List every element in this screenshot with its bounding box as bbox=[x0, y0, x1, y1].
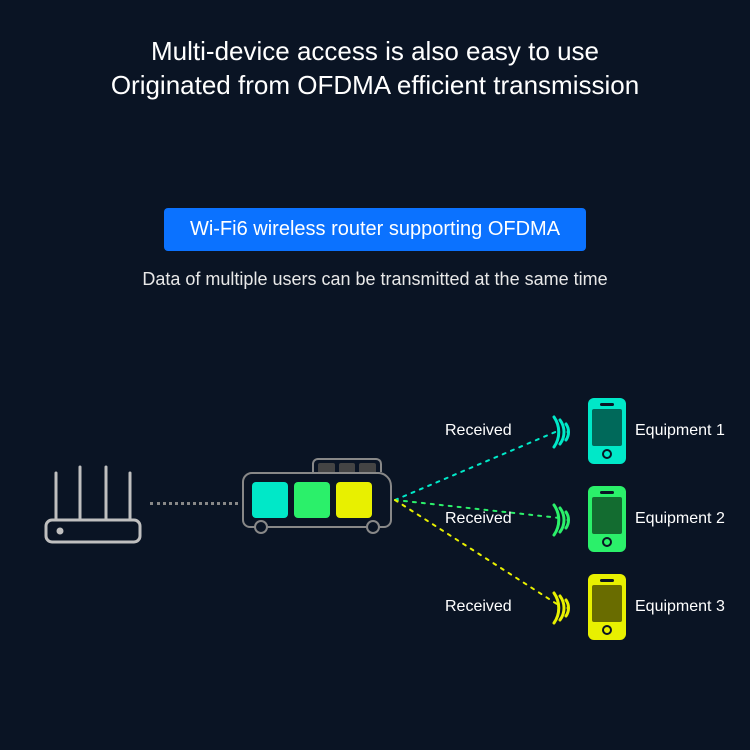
received-label-2: Received bbox=[445, 510, 512, 528]
received-label-1: Received bbox=[445, 422, 512, 440]
wifi-icon-3 bbox=[540, 588, 580, 633]
equipment-label-1: Equipment 1 bbox=[635, 422, 725, 440]
ofdma-diagram: Received Equipment 1 Received Equipment 2… bbox=[0, 350, 750, 690]
wifi-icon-2 bbox=[540, 500, 580, 545]
feature-badge: Wi-Fi6 wireless router supporting OFDMA bbox=[164, 208, 586, 251]
phone-icon-1 bbox=[588, 398, 626, 464]
equipment-label-3: Equipment 3 bbox=[635, 598, 725, 616]
headline-line2: Originated from OFDMA efficient transmis… bbox=[0, 69, 750, 103]
subtitle: Data of multiple users can be transmitte… bbox=[0, 269, 750, 290]
phone-icon-3 bbox=[588, 574, 626, 640]
received-label-3: Received bbox=[445, 598, 512, 616]
phone-icon-2 bbox=[588, 486, 626, 552]
wifi-icon-1 bbox=[540, 412, 580, 457]
equipment-label-2: Equipment 2 bbox=[635, 510, 725, 528]
headline-line1: Multi-device access is also easy to use bbox=[0, 35, 750, 69]
